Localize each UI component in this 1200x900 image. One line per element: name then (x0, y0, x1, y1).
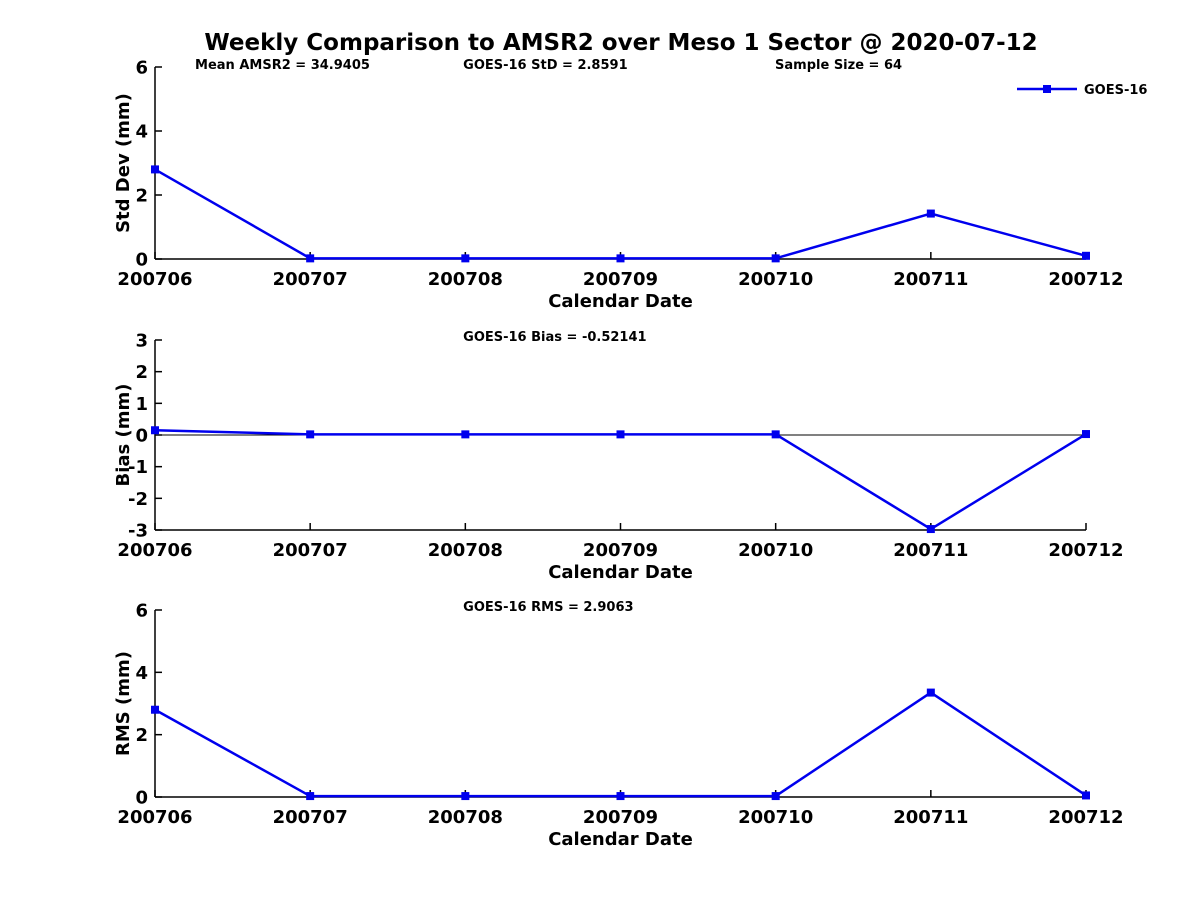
x-tick-label: 200708 (428, 807, 503, 828)
x-tick-label: 200712 (1048, 269, 1123, 290)
y-axis-title: RMS (mm) (113, 651, 134, 756)
x-tick-label: 200711 (893, 269, 968, 290)
data-point-marker (926, 209, 935, 218)
x-tick-label: 200708 (428, 540, 503, 561)
data-point-marker (771, 430, 780, 439)
y-tick-label: 1 (135, 394, 148, 415)
data-point-marker (771, 792, 780, 801)
stat-annotation: Sample Size = 64 (775, 58, 902, 73)
subplot-std-dev-mm: 0 2 4 6 200706 200707 200708 200709 200710 200711… (113, 58, 1147, 313)
x-tick-label: 200712 (1048, 807, 1123, 828)
y-tick-label: -3 (128, 521, 148, 542)
stat-annotation: Mean AMSR2 = 34.9405 (195, 58, 370, 73)
legend-square-marker-icon (1043, 85, 1051, 93)
y-axis-title: Bias (mm) (113, 384, 134, 487)
y-tick-label: -2 (128, 489, 148, 510)
x-tick-label: 200710 (738, 269, 813, 290)
x-axis-title: Calendar Date (548, 562, 693, 583)
x-axis-title: Calendar Date (548, 291, 693, 312)
data-point-marker (1082, 791, 1090, 800)
x-tick-label: 200706 (117, 807, 192, 828)
data-point-marker (1082, 430, 1090, 439)
y-tick-label: 3 (135, 331, 148, 352)
x-tick-label: 200708 (428, 269, 503, 290)
x-tick-label: 200709 (583, 540, 658, 561)
y-axis-title: Std Dev (mm) (113, 93, 134, 233)
data-point-marker (616, 792, 625, 801)
y-tick-label: 6 (135, 601, 148, 622)
stat-annotation: GOES-16 StD = 2.8591 (463, 58, 627, 73)
y-tick-label: -1 (128, 457, 148, 478)
data-point-marker (771, 254, 780, 263)
series-line-goes-16 (154, 691, 1087, 798)
y-tick-label: 0 (135, 426, 148, 447)
data-point-marker (926, 688, 935, 697)
x-tick-label: 200709 (583, 269, 658, 290)
data-point-marker (926, 525, 935, 534)
x-axis-title: Calendar Date (548, 829, 693, 850)
y-tick-label: 2 (135, 362, 148, 383)
data-point-marker (306, 792, 315, 801)
y-tick-label: 2 (135, 725, 148, 746)
data-point-marker (461, 430, 470, 439)
y-tick-label: 2 (135, 186, 148, 207)
x-tick-label: 200707 (273, 540, 348, 561)
data-point-marker (461, 254, 470, 263)
subplot-bias-mm: -3 -2 -1 0 1 2 3 200706 200707 200708 200709 200710… (113, 330, 1124, 583)
figure-title: Weekly Comparison to AMSR2 over Meso 1 S… (204, 30, 1038, 56)
x-tick-label: 200706 (117, 540, 192, 561)
data-point-marker (306, 254, 315, 263)
x-tick-label: 200707 (273, 269, 348, 290)
legend-label: GOES-16 (1084, 83, 1147, 98)
y-tick-label: 4 (135, 663, 148, 684)
x-tick-label: 200706 (117, 269, 192, 290)
subplot-rms-mm: 0 2 4 6 200706 200707 200708 200709 200710 200711… (113, 600, 1124, 850)
x-tick-label: 200710 (738, 540, 813, 561)
x-tick-label: 200712 (1048, 540, 1123, 561)
data-point-marker (306, 430, 315, 439)
series-line-goes-16 (154, 168, 1087, 260)
data-point-marker (461, 792, 470, 801)
stat-annotation: GOES-16 RMS = 2.9063 (463, 600, 633, 615)
data-point-marker (616, 254, 625, 263)
data-point-marker (151, 705, 159, 714)
data-point-marker (151, 426, 159, 435)
x-tick-label: 200711 (893, 807, 968, 828)
y-tick-label: 4 (135, 122, 148, 143)
data-point-marker (151, 165, 159, 174)
series-line-goes-16 (154, 429, 1087, 531)
data-point-marker (1082, 251, 1090, 260)
x-tick-label: 200710 (738, 807, 813, 828)
x-tick-label: 200707 (273, 807, 348, 828)
y-tick-label: 0 (135, 250, 148, 271)
legend: GOES-16 (1017, 83, 1147, 98)
x-tick-label: 200709 (583, 807, 658, 828)
data-point-marker (616, 430, 625, 439)
stat-annotation: GOES-16 Bias = -0.52141 (463, 330, 646, 345)
x-tick-label: 200711 (893, 540, 968, 561)
y-tick-label: 0 (135, 788, 148, 809)
y-tick-label: 6 (135, 58, 148, 79)
